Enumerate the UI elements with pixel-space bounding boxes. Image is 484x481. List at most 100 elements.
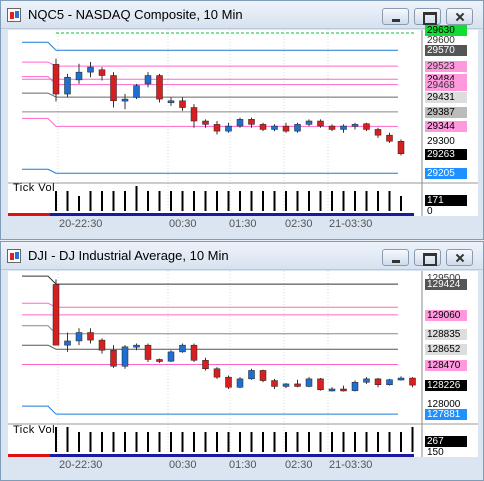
volume-bar — [147, 191, 149, 211]
time-label: 21-03:30 — [329, 218, 373, 230]
level-step — [22, 117, 57, 127]
price-label: 128652 — [425, 344, 467, 356]
level-step — [22, 275, 57, 285]
volume-bar — [342, 191, 345, 211]
chart-app-icon — [7, 249, 21, 263]
session-bar-regular — [50, 213, 414, 216]
price-label: 128835 — [425, 328, 467, 340]
level-step — [22, 405, 57, 415]
candle-body — [409, 377, 416, 386]
candle-body — [225, 376, 232, 388]
candle-body — [64, 340, 71, 346]
minimize-button[interactable] — [382, 249, 409, 266]
volume-bar — [181, 432, 184, 452]
volume-bar — [112, 191, 115, 211]
volume-current-label: 267 — [425, 436, 467, 447]
candle-body — [144, 344, 152, 360]
volume-bar — [78, 196, 80, 211]
candle-body — [87, 66, 94, 73]
volume-bar — [227, 191, 230, 211]
volume-bar — [319, 191, 322, 211]
volume-bar — [193, 432, 195, 452]
candle-body — [248, 119, 255, 125]
volume-bar — [365, 432, 368, 452]
candle-body — [179, 344, 186, 353]
price-label: 128470 — [425, 359, 467, 371]
candle-body — [167, 351, 175, 362]
volume-bar — [170, 432, 172, 452]
candle-body — [98, 69, 106, 76]
candle-body — [328, 388, 336, 392]
candle-body — [248, 370, 255, 380]
volume-bar — [216, 432, 218, 452]
candle-body — [328, 125, 336, 130]
volume-bar — [342, 432, 345, 452]
candle-body — [190, 344, 198, 361]
maximize-button[interactable] — [414, 249, 441, 266]
candle-body — [386, 379, 393, 386]
volume-bar — [400, 432, 402, 452]
candle-body — [363, 123, 370, 130]
volume-bar — [377, 432, 379, 452]
volume-bar — [296, 191, 299, 211]
candle-body — [156, 75, 163, 100]
volume-bar — [66, 427, 69, 452]
volume-bar — [273, 432, 276, 452]
minimize-button[interactable] — [382, 8, 409, 25]
volume-bar — [365, 191, 368, 211]
volume-bar — [135, 186, 138, 211]
price-label: 29523 — [425, 61, 467, 73]
volume-bar — [158, 432, 161, 452]
volume-bar — [89, 191, 92, 211]
volume-bar — [124, 191, 126, 211]
time-label: 21-03:30 — [329, 459, 373, 471]
title-bar[interactable]: NQC5 - NASDAQ Composite, 10 Min — [1, 1, 483, 29]
level-step — [22, 92, 57, 98]
volume-scale-label: 0 — [427, 206, 433, 217]
price-label: 29263 — [425, 148, 467, 160]
price-chart[interactable] — [8, 271, 478, 457]
candle-body — [374, 378, 382, 386]
candle-body — [133, 85, 140, 98]
candle-body — [190, 107, 198, 122]
candle-body — [110, 349, 117, 367]
candle-body — [282, 125, 290, 132]
chart-app-icon — [7, 8, 21, 22]
volume-bar — [78, 432, 80, 452]
price-label: 127881 — [425, 409, 467, 421]
candle-body — [98, 339, 106, 351]
close-button[interactable] — [446, 8, 473, 25]
candle-body — [52, 64, 60, 95]
price-chart[interactable] — [8, 30, 478, 216]
volume-bar — [331, 191, 333, 211]
volume-bar — [101, 191, 103, 211]
volume-bar — [308, 191, 310, 211]
volume-bar — [285, 432, 287, 452]
candle-body — [121, 98, 129, 102]
volume-bar — [319, 432, 322, 452]
candle-body — [374, 129, 382, 136]
volume-bar — [239, 191, 241, 211]
level-step — [22, 344, 57, 350]
volume-scale-label: 150 — [427, 447, 444, 458]
volume-bar — [227, 432, 230, 452]
volume-label: Tick Vol — [13, 424, 56, 436]
volume-bar — [388, 432, 391, 452]
time-label: 02:30 — [285, 459, 313, 471]
candle-body — [397, 377, 405, 381]
time-label: 02:30 — [285, 218, 313, 230]
candle-body — [133, 344, 140, 348]
price-label: 29468 — [425, 79, 467, 91]
volume-bar — [239, 432, 241, 452]
volume-current-label: 171 — [425, 195, 467, 206]
price-label: 29570 — [425, 45, 467, 57]
price-label: 128000 — [427, 399, 461, 411]
volume-bar — [89, 432, 92, 452]
close-button[interactable] — [446, 249, 473, 266]
title-bar[interactable]: DJI - DJ Industrial Average, 10 Min — [1, 242, 483, 270]
candle-body — [110, 75, 117, 102]
volume-bar — [181, 191, 184, 211]
maximize-button[interactable] — [414, 8, 441, 25]
price-label: 29344 — [425, 121, 467, 133]
volume-bar — [158, 191, 161, 211]
